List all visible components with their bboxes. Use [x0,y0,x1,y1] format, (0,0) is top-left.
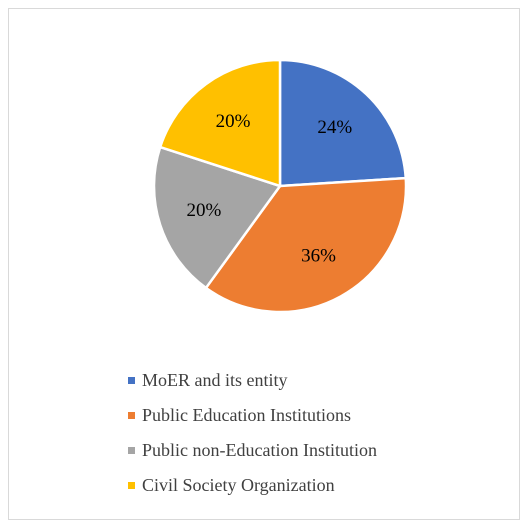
legend: MoER and its entity Public Education Ins… [128,369,377,511]
chart-frame: 24% 36% 20% 20% MoER and its entity Public … [8,8,520,520]
data-label: 24% [317,117,352,138]
data-label: 36% [301,246,336,267]
data-label: 20% [186,200,221,221]
pie-slice [158,58,282,188]
legend-item: MoER and its entity [128,369,377,390]
legend-label: MoER and its entity [142,369,288,390]
legend-label: Public non-Education Institution [142,439,377,460]
legend-label: Civil Society Organization [142,474,335,495]
data-label: 20% [216,111,251,132]
pie-slice [204,176,408,314]
legend-label: Public Education Institutions [142,404,351,425]
legend-swatch [128,376,135,384]
legend-swatch [128,411,135,419]
pie-slice [152,145,282,290]
legend-swatch [128,446,135,454]
legend-item: Civil Society Organization [128,474,377,495]
legend-item: Public non-Education Institution [128,439,377,460]
pie-slice [278,58,407,188]
legend-swatch [128,481,135,489]
pie-chart: 24% 36% 20% 20% [152,58,408,314]
legend-item: Public Education Institutions [128,404,377,425]
